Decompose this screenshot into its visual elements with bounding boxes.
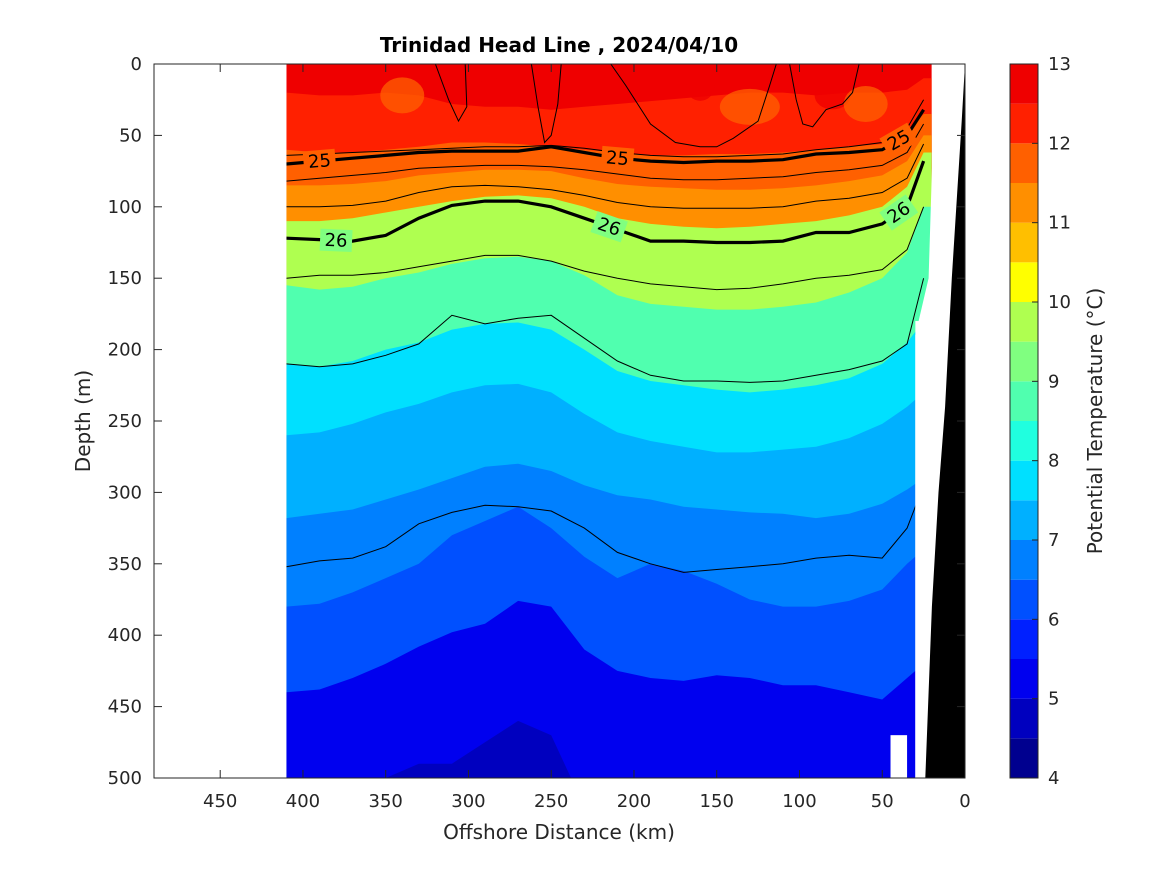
no-data-region	[890, 735, 908, 778]
colorbar-swatch	[1010, 222, 1038, 263]
y-tick-label: 350	[108, 554, 142, 575]
colorbar-swatch	[1010, 738, 1038, 778]
y-tick-label: 300	[108, 482, 142, 503]
colorbar-swatch	[1010, 698, 1038, 739]
contour-label-25: 25	[605, 147, 630, 170]
density-contour-thin	[789, 64, 860, 128]
colorbar-swatch	[1010, 659, 1038, 699]
axes: 450 400 350 300 250 200 150 100 50 00501001502002…	[108, 54, 971, 812]
colorbar-swatch	[1010, 64, 1038, 104]
colorbar-tick-label: 12	[1048, 133, 1071, 154]
temperature-patch	[719, 88, 780, 125]
temperature-band	[385, 720, 572, 778]
contour-label-bg	[319, 228, 353, 253]
colorbar-swatch	[1010, 341, 1038, 382]
colorbar-swatch	[1010, 619, 1038, 659]
contour-label-bg	[590, 211, 628, 243]
no-data-region	[154, 64, 287, 778]
density-contour-thin	[286, 143, 925, 209]
temperature-patch	[814, 81, 851, 110]
colorbar-tick-label: 5	[1048, 689, 1059, 710]
temperature-patch	[843, 85, 888, 122]
colorbar-tick-label: 13	[1048, 54, 1071, 75]
contour-label-bg	[600, 145, 635, 171]
colorbar-tick-label: 9	[1048, 371, 1059, 392]
colorbar-swatch	[1010, 421, 1038, 461]
x-tick-label: 200	[617, 791, 651, 812]
colorbar-swatch	[1010, 540, 1038, 580]
y-tick-label: 250	[108, 411, 142, 432]
x-tick-label: 50	[871, 791, 894, 812]
y-tick-label: 100	[108, 197, 142, 218]
x-tick-label: 300	[451, 791, 485, 812]
y-tick-label: 450	[108, 697, 142, 718]
x-tick-label: 250	[534, 791, 568, 812]
density-contour-thin	[286, 278, 925, 383]
density-contour-thin	[434, 64, 468, 123]
colorbar-tick-label: 4	[1048, 768, 1059, 789]
density-contour-thin	[610, 64, 777, 148]
y-tick-label: 0	[131, 54, 142, 75]
y-tick-label: 150	[108, 268, 142, 289]
colorbar-swatch	[1010, 103, 1038, 144]
y-tick-label: 200	[108, 340, 142, 361]
x-tick-label: 100	[782, 791, 816, 812]
x-axis-title: Offshore Distance (km)	[443, 820, 675, 844]
y-axis-title: Depth (m)	[71, 370, 95, 472]
colorbar-swatch	[1010, 500, 1038, 540]
density-contour-thin	[286, 485, 925, 573]
colorbar-swatch	[1010, 381, 1038, 421]
chart-title: Trinidad Head Line , 2024/04/10	[380, 33, 738, 57]
contour-label-25: 25	[307, 150, 332, 173]
x-tick-label: 350	[369, 791, 403, 812]
x-tick-label: 150	[700, 791, 734, 812]
colorbar-swatch	[1010, 579, 1038, 620]
colorbar-swatch	[1010, 262, 1038, 302]
contour-label-26: 26	[324, 230, 348, 252]
temperature-patch	[452, 75, 485, 104]
contour-label-bg	[302, 148, 337, 174]
x-tick-label: 0	[959, 791, 970, 812]
x-tick-label: 450	[203, 791, 237, 812]
colorbar-swatch	[1010, 143, 1038, 183]
colorbar-title: Potential Temperature (°C)	[1083, 288, 1107, 555]
colorbar-tick-label: 10	[1048, 292, 1071, 313]
density-contour-thin	[530, 64, 562, 144]
density-contour-thin	[286, 123, 925, 182]
temperature-band	[286, 600, 932, 778]
colorbar-swatch	[1010, 183, 1038, 223]
colorbar-swatch	[1010, 302, 1038, 342]
colorbar-swatch	[1010, 460, 1038, 501]
colorbar-frame	[1009, 63, 1039, 779]
colorbar-tick-label: 11	[1048, 213, 1071, 234]
contour-label-bg	[879, 194, 919, 231]
y-tick-label: 500	[108, 768, 142, 789]
seafloor-bathymetry	[912, 64, 965, 778]
colorbar-tick-label: 6	[1048, 609, 1059, 630]
temperature-patch	[479, 78, 524, 107]
temperature-patch	[686, 72, 715, 101]
x-tick-label: 400	[286, 791, 320, 812]
colorbar: 4 5 6 7 8 9 10 11 12 13	[1009, 54, 1071, 789]
density-contour-thin	[286, 206, 925, 291]
temperature-patch	[380, 77, 425, 114]
colorbar-tick-label: 7	[1048, 530, 1059, 551]
y-tick-label: 400	[108, 625, 142, 646]
y-tick-label: 50	[119, 125, 142, 146]
contour-label-bg	[879, 122, 919, 158]
colorbar-tick-label: 8	[1048, 451, 1059, 472]
